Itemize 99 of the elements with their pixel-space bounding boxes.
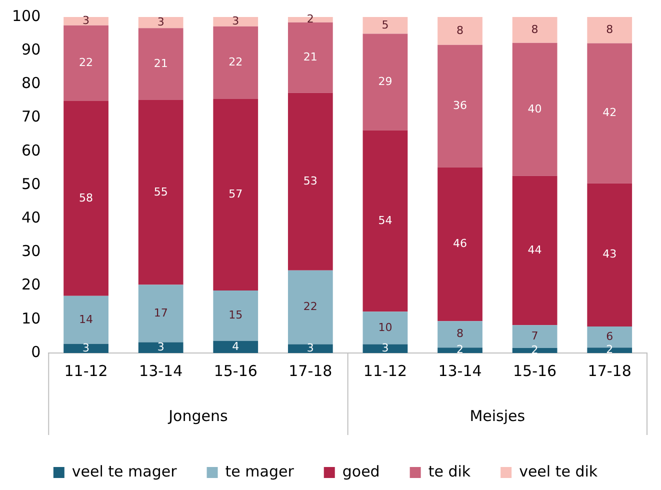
y-tick-label: 50 <box>22 174 41 193</box>
data-label: 46 <box>453 236 468 250</box>
y-tick-label: 70 <box>22 108 41 126</box>
bar <box>64 25 108 101</box>
bar <box>438 17 482 45</box>
text: Meisjes <box>470 406 526 425</box>
data-label: 8 <box>456 24 464 37</box>
data-label: 3 <box>232 14 240 28</box>
data-label: 3 <box>157 15 164 28</box>
bar <box>288 344 333 353</box>
x-tick-label: 15-16 <box>214 362 258 380</box>
data-label: 7 <box>531 329 538 342</box>
data-label: 3 <box>382 341 389 354</box>
y-tick-label: 100 <box>12 6 41 25</box>
bar <box>213 290 258 341</box>
data-label: 58 <box>79 191 94 204</box>
data-label: 2 <box>606 343 614 356</box>
bar <box>138 284 184 342</box>
y-tick-label: 60 <box>22 141 41 160</box>
data-label: 8 <box>456 327 464 340</box>
bar <box>64 101 108 296</box>
bar <box>138 28 184 100</box>
data-label: 53 <box>303 174 318 188</box>
bar <box>64 17 108 26</box>
data-label: 17 <box>154 306 168 320</box>
bar <box>362 344 408 353</box>
data-label: 22 <box>228 56 243 69</box>
x-tick-label: 17-18 <box>288 362 332 380</box>
bar <box>362 312 408 344</box>
data-label: 22 <box>303 300 318 314</box>
data-label: 3 <box>82 341 90 354</box>
bar <box>512 176 558 326</box>
bar <box>288 270 333 344</box>
data-label: 22 <box>79 56 94 70</box>
data-label: 21 <box>303 50 318 64</box>
data-label: 2 <box>306 12 314 26</box>
x-tick-label: 13-14 <box>139 362 183 380</box>
bar <box>362 34 408 130</box>
bar <box>587 43 632 184</box>
data-label: 3 <box>82 14 90 28</box>
x-tick-label: 15-16 <box>513 362 557 380</box>
text: Jongens <box>168 406 228 425</box>
data-label: 2 <box>456 343 464 356</box>
bar <box>64 296 108 344</box>
x-tick-label: 11-12 <box>363 362 408 380</box>
legend-label: veel te dik <box>519 462 598 480</box>
y-tick-label: 40 <box>22 208 41 226</box>
bar <box>438 44 482 168</box>
legend-label: te dik <box>428 462 471 480</box>
data-label: 40 <box>528 102 542 116</box>
bar <box>362 130 408 312</box>
data-label: 55 <box>154 185 168 198</box>
bar <box>438 167 482 322</box>
bar <box>512 42 558 176</box>
y-tick-label: 30 <box>22 242 41 260</box>
data-label: 8 <box>606 22 614 36</box>
bar <box>64 344 108 353</box>
x-tick-label: 13-14 <box>438 362 482 380</box>
legend-label: goed <box>342 462 380 480</box>
data-label: 54 <box>378 214 392 227</box>
bar <box>213 98 258 291</box>
y-tick-label: 80 <box>22 74 41 92</box>
y-tick-label: 90 <box>22 40 41 58</box>
data-label: 8 <box>531 22 538 36</box>
bar <box>213 340 258 353</box>
bar <box>213 26 258 99</box>
x-tick-label: 17-18 <box>588 362 632 380</box>
data-label: 29 <box>378 74 392 88</box>
legend-label: veel te mager <box>72 462 178 480</box>
bar <box>587 17 632 44</box>
bar <box>362 17 408 34</box>
data-label: 42 <box>602 106 617 120</box>
data-label: 5 <box>382 18 389 32</box>
data-label: 44 <box>528 243 542 256</box>
data-label: 14 <box>79 312 94 326</box>
bar <box>138 100 184 285</box>
data-label: 36 <box>453 98 468 112</box>
bar <box>587 183 632 326</box>
bar <box>213 17 258 26</box>
bar <box>512 17 558 43</box>
data-label: 43 <box>602 248 617 261</box>
bar <box>288 92 333 270</box>
y-tick-label: 0 <box>31 342 41 361</box>
bar <box>138 342 184 353</box>
bar <box>138 17 184 28</box>
data-label: 21 <box>154 56 168 70</box>
data-label: 10 <box>378 320 392 334</box>
data-label: 57 <box>228 188 243 201</box>
x-tick-label: 11-12 <box>64 362 108 380</box>
bar <box>288 22 333 93</box>
data-label: 3 <box>157 340 164 354</box>
legend-label: te mager <box>225 462 295 480</box>
data-label: 3 <box>306 341 314 354</box>
data-label: 6 <box>606 330 614 343</box>
data-label: 2 <box>531 343 538 356</box>
data-label: 4 <box>232 340 240 353</box>
data-label: 15 <box>228 308 243 322</box>
y-tick-label: 10 <box>22 309 41 328</box>
y-tick-label: 20 <box>22 276 41 294</box>
